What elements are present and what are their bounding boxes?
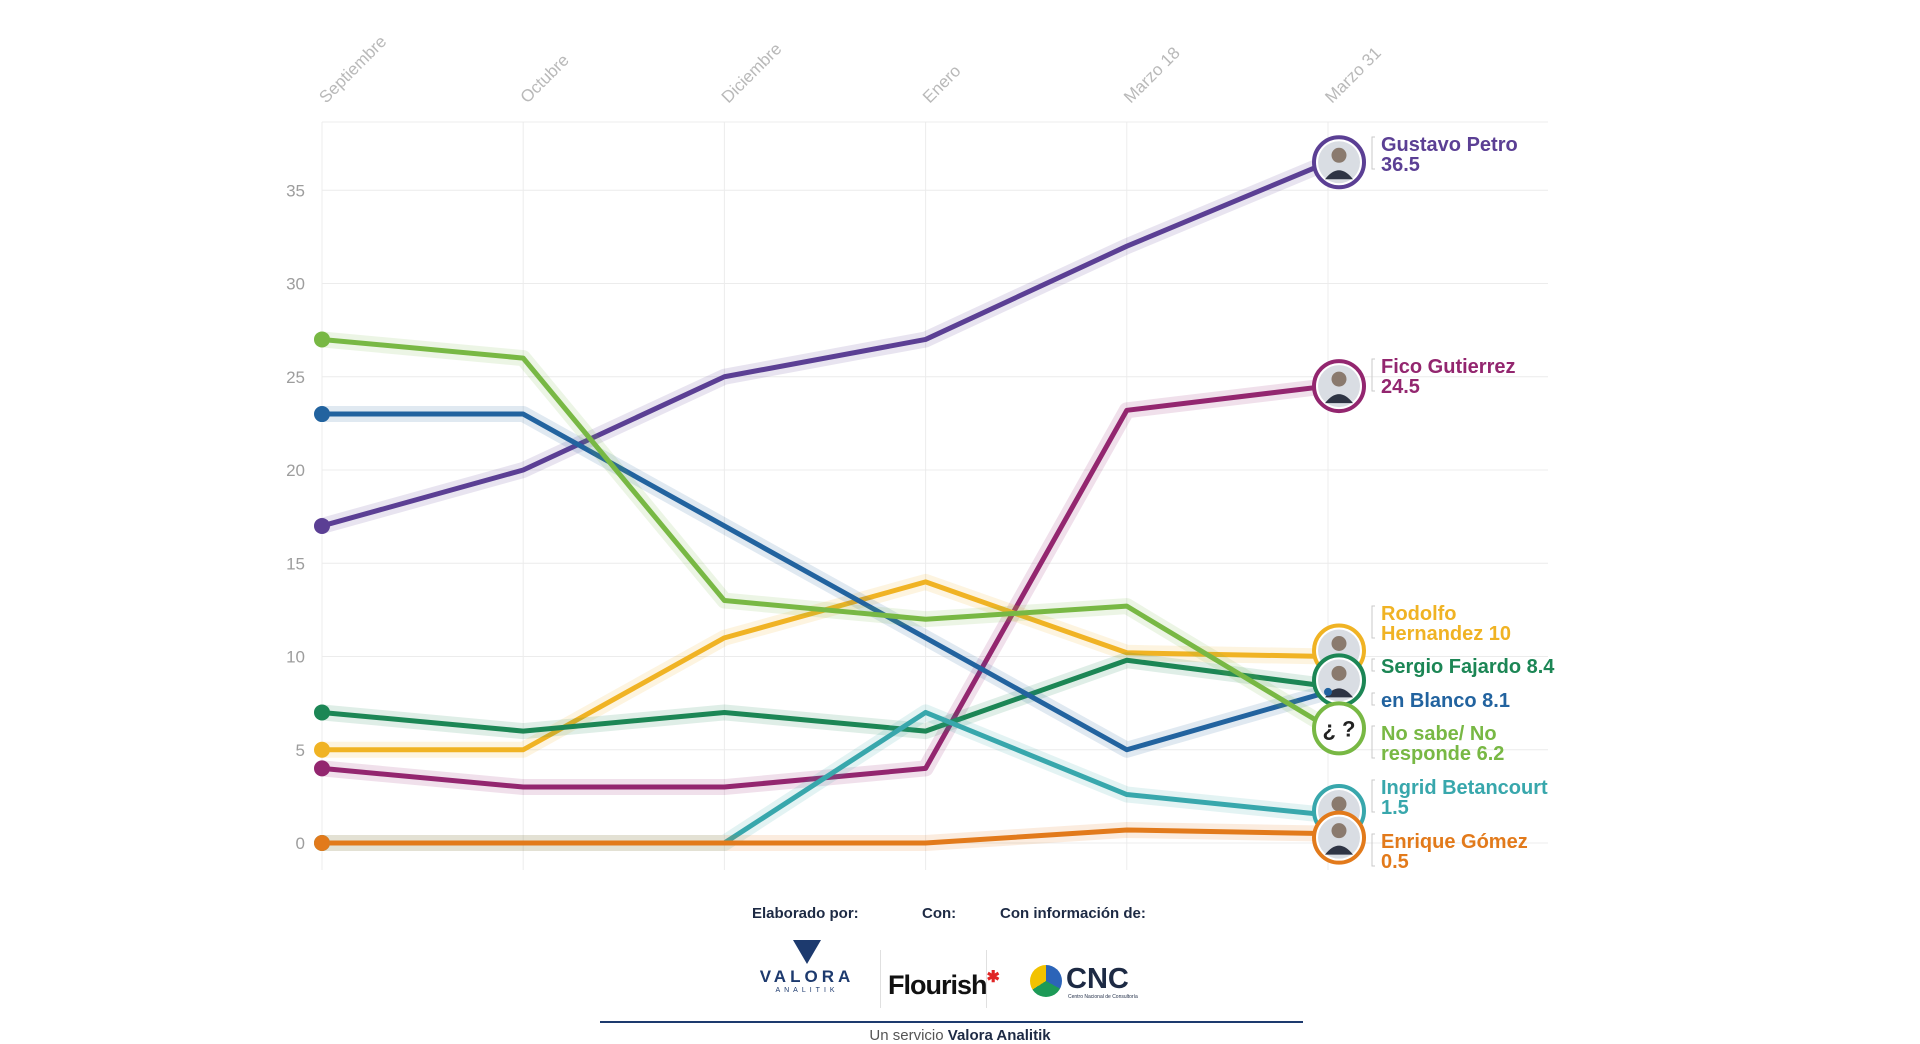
label-bracket — [1371, 358, 1375, 392]
series-markers: ¿ ? — [314, 135, 1366, 865]
x-axis-ticks: Septiembre Octubre Diciembre Enero Marzo 18 M… — [315, 32, 1385, 107]
series-end-label: en Blanco 8.1 — [1381, 690, 1510, 712]
person-body-icon — [1325, 688, 1353, 698]
y-tick-label: 15 — [286, 554, 305, 573]
gridlines — [321, 121, 1548, 870]
series-lines — [314, 154, 1336, 851]
series-end-label: Ingrid Betancourt — [1381, 777, 1548, 799]
y-tick-label: 20 — [286, 461, 305, 480]
series-end-label: Enrique Gómez — [1381, 831, 1528, 853]
question-ring — [1312, 701, 1366, 756]
cnc-logo: CNC Centro Nacional de Consultoría — [1030, 963, 1140, 1003]
y-tick-label: 5 — [296, 741, 305, 760]
person-body-icon — [1325, 845, 1353, 855]
cnc-mark-icon — [1030, 965, 1062, 997]
label-bracket — [1371, 833, 1375, 867]
person-body-icon — [1325, 394, 1353, 404]
flourish-dot-icon: ✱ — [986, 969, 1000, 986]
person-head-icon — [1331, 636, 1347, 651]
label-bracket — [1371, 136, 1375, 170]
logo-divider — [986, 950, 987, 1008]
person-head-icon — [1331, 371, 1347, 387]
series-end-label: 36.5 — [1381, 154, 1420, 176]
label-bracket — [1371, 658, 1375, 672]
y-tick-label: 10 — [286, 648, 305, 667]
footer-rule — [600, 1021, 1303, 1023]
series-end-label: 0.5 — [1381, 851, 1409, 873]
series-start-dot — [314, 331, 330, 348]
x-tick-label: Marzo 18 — [1120, 43, 1184, 107]
series-end-label: Hernandez 10 — [1381, 623, 1511, 645]
series-end-label: responde 6.2 — [1381, 743, 1504, 765]
series-line — [319, 827, 1331, 846]
logo-divider — [880, 950, 881, 1008]
x-tick-label: Septiembre — [315, 32, 390, 107]
series-start-dot — [314, 835, 330, 851]
y-tick-label: 30 — [286, 275, 305, 294]
x-tick-label: Diciembre — [718, 39, 786, 107]
valora-mark-icon — [793, 940, 821, 964]
label-bracket — [1371, 725, 1375, 759]
x-tick-label: Marzo 31 — [1321, 43, 1385, 107]
avatar — [1312, 653, 1366, 708]
avatar — [1312, 810, 1366, 865]
y-tick-label: 35 — [286, 181, 305, 200]
info-label: Con información de: — [1000, 905, 1146, 922]
series-end-label: Gustavo Petro — [1381, 134, 1518, 156]
series-end-label: 24.5 — [1381, 376, 1420, 398]
avatar — [1312, 135, 1366, 190]
series-start-dot — [314, 741, 330, 758]
question-mark-icon: ¿ ? — [1323, 716, 1356, 741]
service-credit: Un servicio Valora Analitik — [869, 1027, 1051, 1044]
x-tick-label: Octubre — [517, 51, 573, 107]
series-line — [319, 336, 1331, 730]
series-end-label: Fico Gutierrez — [1381, 356, 1515, 378]
series-line — [319, 411, 1331, 753]
series-start-dot — [314, 517, 330, 534]
series-end-dot — [1324, 687, 1332, 696]
person-head-icon — [1331, 823, 1347, 839]
person-head-icon — [1331, 796, 1347, 812]
series-end-label: Sergio Fajardo 8.4 — [1381, 656, 1555, 678]
y-tick-label: 0 — [296, 834, 305, 853]
series-start-dot — [314, 704, 330, 721]
label-bracket — [1371, 779, 1375, 813]
line-chart: Septiembre Octubre Diciembre Enero Marzo 18 M… — [286, 32, 1555, 873]
series-line — [319, 657, 1331, 734]
series-end-label: 1.5 — [1381, 797, 1409, 819]
label-bracket — [1371, 605, 1375, 639]
series-start-dot — [314, 760, 330, 777]
unknown-marker: ¿ ? — [1312, 701, 1366, 756]
person-head-icon — [1331, 147, 1347, 163]
con-label: Con: — [922, 905, 957, 922]
label-bracket — [1371, 692, 1375, 706]
avatar — [1312, 359, 1366, 414]
y-axis-ticks: 0 5 10 15 20 25 30 35 — [286, 181, 305, 853]
x-tick-label: Enero — [919, 61, 965, 107]
series-line — [319, 159, 1331, 529]
series-start-dot — [314, 406, 330, 423]
elaborado-label: Elaborado por: — [752, 905, 859, 922]
valora-analitik-logo: VALORA ANALITIK — [752, 940, 862, 998]
person-head-icon — [1331, 665, 1347, 681]
person-body-icon — [1325, 170, 1353, 180]
flourish-logo: Flourish✱ — [888, 969, 1000, 1000]
series-end-label: No sabe/ No — [1381, 723, 1497, 745]
y-tick-label: 25 — [286, 368, 305, 387]
credits-footer: Elaborado por: Con: Con información de: … — [0, 905, 1920, 1044]
series-halo — [314, 154, 1336, 534]
series-end-label: Rodolfo — [1381, 603, 1457, 625]
